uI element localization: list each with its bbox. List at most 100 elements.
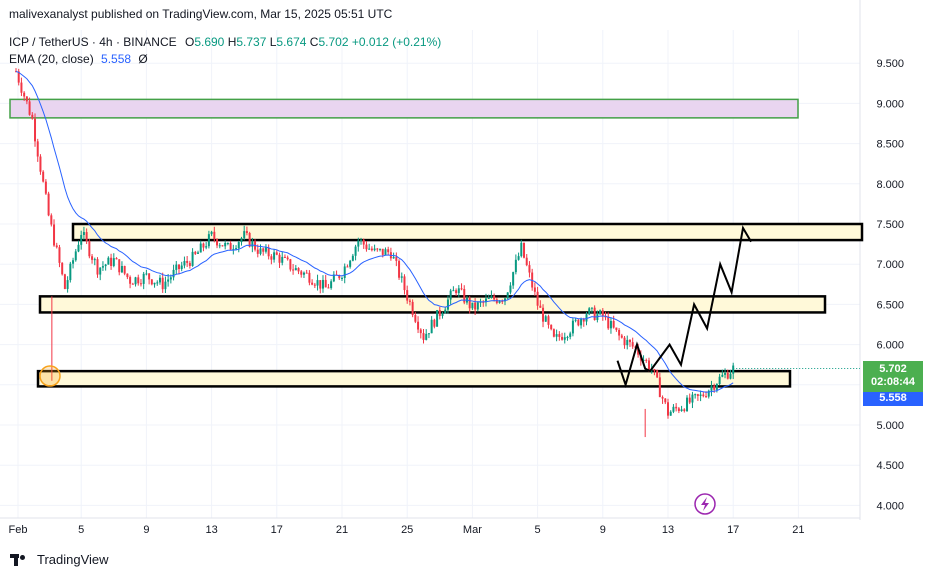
high-value: 5.737 bbox=[236, 35, 267, 49]
candle-body bbox=[699, 394, 702, 396]
candle-body bbox=[525, 257, 528, 266]
x-tick-label: 25 bbox=[401, 524, 413, 536]
low-marker-circle bbox=[39, 365, 61, 387]
candle-body bbox=[566, 336, 569, 338]
y-tick-label: 6.500 bbox=[876, 299, 904, 311]
candle-body bbox=[216, 239, 219, 246]
candle-body bbox=[474, 302, 477, 310]
candle-body bbox=[612, 320, 615, 328]
candle-body bbox=[577, 319, 580, 326]
candle-body bbox=[365, 244, 368, 250]
candle-body bbox=[104, 264, 107, 267]
candle-body bbox=[338, 275, 341, 279]
candle-body bbox=[707, 390, 710, 397]
candle-body bbox=[547, 316, 550, 325]
footer-brand[interactable]: TradingView bbox=[10, 552, 109, 567]
candle-body bbox=[226, 242, 229, 244]
candle-body bbox=[471, 302, 474, 309]
candle-body bbox=[601, 310, 604, 317]
candle-body bbox=[642, 359, 645, 361]
candle-body bbox=[245, 231, 248, 234]
supply-zone-top[interactable] bbox=[9, 98, 799, 119]
candle-body bbox=[126, 273, 129, 278]
candle-body bbox=[628, 339, 631, 343]
candle-body bbox=[346, 266, 349, 268]
y-tick-label: 7.000 bbox=[876, 259, 904, 271]
projection-path-group[interactable] bbox=[616, 225, 752, 389]
candle-body bbox=[131, 283, 134, 285]
candle-body bbox=[118, 259, 121, 273]
candle-body bbox=[550, 324, 553, 330]
candle-body bbox=[536, 291, 539, 306]
candle-body bbox=[691, 394, 694, 403]
candle-body bbox=[107, 257, 110, 265]
candle-body bbox=[381, 248, 384, 255]
candle-body bbox=[248, 233, 251, 247]
candle-body bbox=[129, 277, 132, 284]
candle-body bbox=[561, 336, 564, 340]
candle-body bbox=[422, 333, 425, 340]
candle-body bbox=[444, 309, 447, 314]
mid-zone[interactable] bbox=[38, 295, 827, 314]
x-tick-label: 13 bbox=[662, 524, 674, 536]
candle-body bbox=[373, 248, 376, 251]
candle-body bbox=[42, 171, 45, 182]
y-axis[interactable]: 9.500 9.000 8.500 8.000 7.500 7.000 6.500 6.000… bbox=[876, 58, 904, 512]
candle-body bbox=[302, 272, 305, 275]
candle-body bbox=[186, 260, 189, 263]
ema-hidden-icon[interactable]: Ø bbox=[138, 52, 148, 66]
candle-body bbox=[224, 243, 227, 247]
candle-body bbox=[321, 279, 324, 289]
candle-body bbox=[167, 279, 170, 282]
ema-value: 5.558 bbox=[101, 52, 132, 66]
candle-body bbox=[724, 373, 727, 375]
candle-body bbox=[604, 316, 607, 318]
candle-body bbox=[501, 301, 504, 303]
candle-body bbox=[153, 282, 156, 285]
candle-body bbox=[156, 282, 159, 284]
candle-body bbox=[683, 409, 686, 411]
candle-body bbox=[626, 339, 629, 346]
y-tick-label: 9.500 bbox=[876, 58, 904, 70]
candle-body bbox=[61, 262, 64, 275]
candle-body bbox=[580, 319, 583, 326]
candle-body bbox=[446, 299, 449, 310]
projection-path[interactable] bbox=[616, 225, 752, 389]
candle-body bbox=[235, 248, 238, 250]
zones[interactable] bbox=[9, 98, 864, 388]
candle-body bbox=[552, 329, 555, 337]
candle-body bbox=[161, 277, 164, 290]
candle-body bbox=[414, 315, 417, 322]
candle-body bbox=[23, 92, 26, 97]
candle-body bbox=[36, 141, 39, 157]
candle-body bbox=[694, 394, 697, 396]
symbol-legend[interactable]: ICP / TetherUS · 4h · BINANCE O5.690 H5.… bbox=[9, 35, 441, 49]
candle-body bbox=[427, 333, 430, 335]
resistance-zone[interactable] bbox=[71, 222, 864, 242]
y-tick-label: 4.000 bbox=[876, 500, 904, 512]
candle-body bbox=[675, 406, 678, 409]
candle-body bbox=[251, 241, 254, 247]
ema-price-value: 5.558 bbox=[879, 392, 907, 404]
last-price-tag: 5.702 02:08:44 bbox=[863, 361, 923, 393]
candle-body bbox=[31, 114, 34, 119]
candle-body bbox=[528, 265, 531, 273]
candle-body bbox=[80, 234, 83, 245]
candle-body bbox=[398, 260, 401, 278]
candle-body bbox=[417, 321, 420, 330]
candle-body bbox=[85, 232, 88, 241]
y-tick-label: 4.500 bbox=[876, 460, 904, 472]
candle-body bbox=[332, 274, 335, 282]
candle-body bbox=[180, 265, 183, 269]
candle-body bbox=[658, 377, 661, 398]
candle-body bbox=[582, 319, 585, 322]
candle-body bbox=[221, 245, 224, 247]
candle-body bbox=[110, 257, 113, 266]
candle-body bbox=[433, 319, 436, 327]
candle-body bbox=[618, 329, 621, 336]
ema-legend[interactable]: EMA (20, close) 5.558 Ø bbox=[9, 52, 148, 66]
x-axis[interactable]: Feb 5 9 13 17 21 25 Mar 5 9 13 17 21 bbox=[9, 524, 805, 536]
support-zone[interactable] bbox=[36, 369, 792, 388]
candle-body bbox=[289, 259, 292, 270]
